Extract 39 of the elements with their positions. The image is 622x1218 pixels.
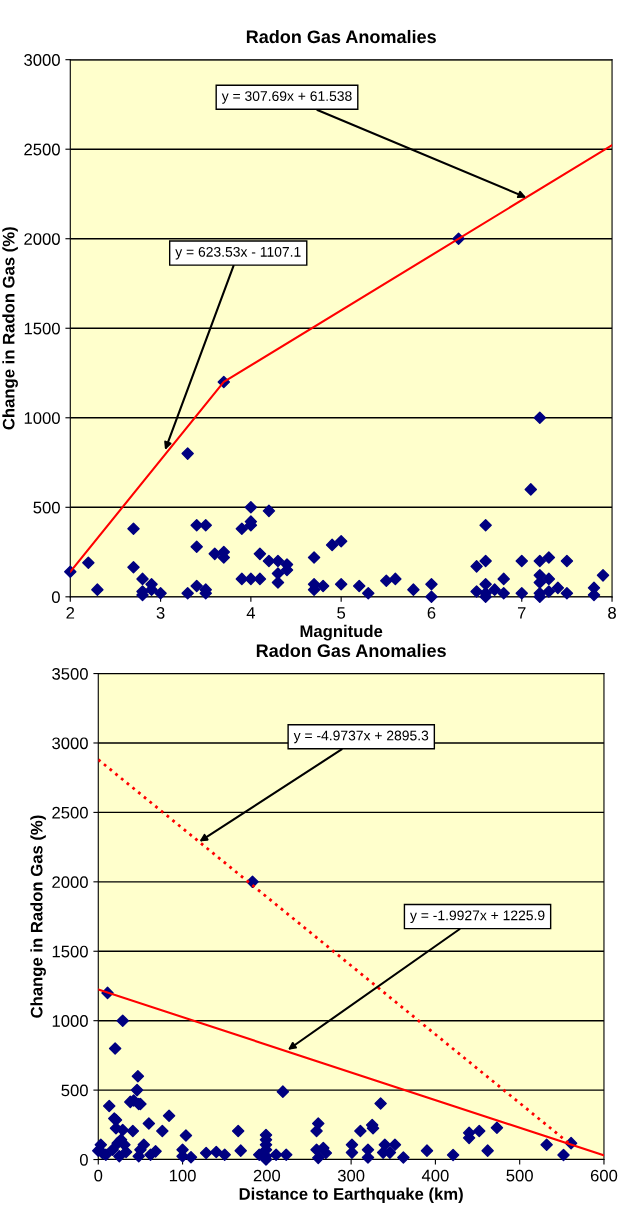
y-tick-label: 0 <box>79 1153 88 1166</box>
x-tick-label: 5 <box>337 607 346 619</box>
y-tick-label: 2500 <box>52 806 88 819</box>
x-tick-label: 6 <box>427 606 436 619</box>
y-axis-title: Change in Radon Gas (%) <box>30 815 46 1018</box>
annotation: y = 623.53x - 1107.1 <box>175 246 301 260</box>
x-tick-label: 300 <box>337 1169 365 1182</box>
annotation: y = -4.9737x + 2895.3 <box>293 730 429 744</box>
x-tick-label: 400 <box>421 1169 449 1182</box>
x-tick-label: 500 <box>506 1169 533 1182</box>
x-tick-label: 100 <box>169 1169 196 1182</box>
y-tick-label: 2000 <box>52 876 88 889</box>
x-tick-label: 3 <box>156 606 165 619</box>
annotation: y = 307.69x + 61.538 <box>221 91 352 104</box>
y-tick-label: 2500 <box>24 143 60 156</box>
y-axis-title: Change in Radon Gas (%) <box>2 227 18 430</box>
y-tick-label: 2000 <box>24 233 60 245</box>
y-tick-label: 1000 <box>52 1015 88 1027</box>
x-axis-title: Magnitude <box>300 624 383 641</box>
y-tick-label: 500 <box>33 501 60 514</box>
x-tick-label: 4 <box>246 607 256 619</box>
y-tick-label: 0 <box>51 591 60 604</box>
x-tick-label: 200 <box>253 1169 281 1182</box>
y-tick-label: 3000 <box>24 54 60 66</box>
annotation: y = -1.9927x + 1225.9 <box>410 910 545 924</box>
x-tick-label: 2 <box>66 606 75 619</box>
x-tick-label: 8 <box>608 606 616 619</box>
y-tick-label: 3000 <box>52 737 88 750</box>
x-tick-label: 7 <box>517 607 526 619</box>
chart-title: Radon Gas Anomalies <box>256 643 446 658</box>
x-axis-title: Distance to Earthquake (km) <box>239 1187 463 1204</box>
x-tick-label: 600 <box>590 1169 618 1182</box>
y-tick-label: 500 <box>61 1084 88 1097</box>
y-tick-label: 3500 <box>52 667 88 680</box>
y-tick-label: 1500 <box>24 322 60 335</box>
chart-title: Radon Gas Anomalies <box>246 29 436 44</box>
y-tick-label: 1500 <box>52 945 88 958</box>
y-tick-label: 1000 <box>24 412 60 424</box>
x-tick-label: 0 <box>94 1169 103 1182</box>
